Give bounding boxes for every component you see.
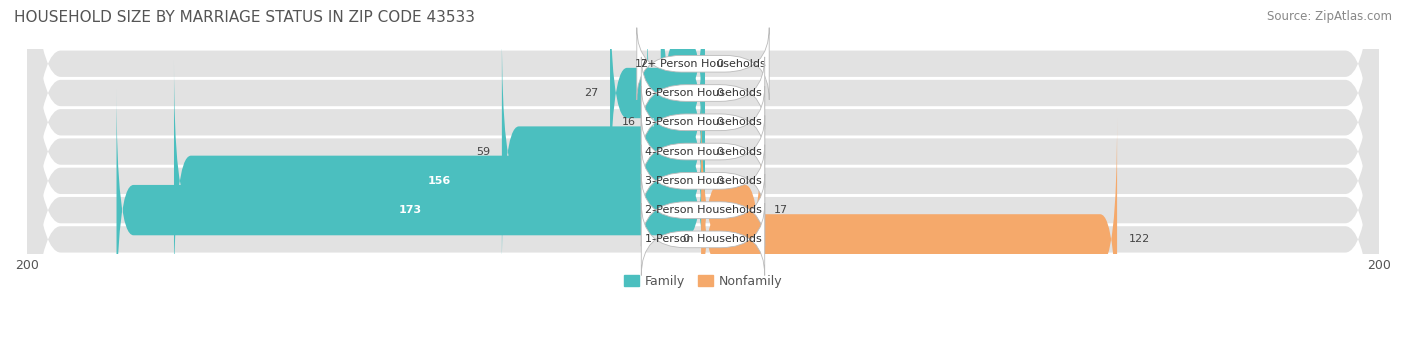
- Text: 6-Person Households: 6-Person Households: [644, 88, 762, 98]
- Text: 59: 59: [475, 147, 491, 157]
- Text: 0: 0: [682, 234, 689, 244]
- Text: 0: 0: [717, 147, 724, 157]
- FancyBboxPatch shape: [117, 89, 704, 331]
- Text: 0: 0: [717, 176, 724, 186]
- Text: 5-Person Households: 5-Person Households: [644, 117, 762, 127]
- Text: 27: 27: [583, 88, 598, 98]
- FancyBboxPatch shape: [27, 0, 1379, 341]
- Text: 3-Person Households: 3-Person Households: [644, 176, 762, 186]
- Text: Source: ZipAtlas.com: Source: ZipAtlas.com: [1267, 10, 1392, 23]
- Text: 0: 0: [717, 88, 724, 98]
- FancyBboxPatch shape: [702, 118, 1118, 341]
- Text: 173: 173: [399, 205, 422, 215]
- Text: 12: 12: [634, 59, 650, 69]
- FancyBboxPatch shape: [27, 0, 1379, 341]
- Legend: Family, Nonfamily: Family, Nonfamily: [619, 270, 787, 293]
- FancyBboxPatch shape: [27, 0, 1379, 341]
- Text: 0: 0: [717, 117, 724, 127]
- Text: 1-Person Households: 1-Person Households: [644, 234, 762, 244]
- FancyBboxPatch shape: [27, 0, 1379, 341]
- FancyBboxPatch shape: [174, 60, 704, 302]
- Text: 7+ Person Households: 7+ Person Households: [640, 59, 766, 69]
- Text: 17: 17: [773, 205, 789, 215]
- Text: 4-Person Households: 4-Person Households: [644, 147, 762, 157]
- Text: 16: 16: [621, 117, 636, 127]
- Text: 0: 0: [717, 59, 724, 69]
- Text: 156: 156: [427, 176, 451, 186]
- FancyBboxPatch shape: [647, 1, 704, 243]
- Text: HOUSEHOLD SIZE BY MARRIAGE STATUS IN ZIP CODE 43533: HOUSEHOLD SIZE BY MARRIAGE STATUS IN ZIP…: [14, 10, 475, 25]
- FancyBboxPatch shape: [502, 30, 704, 273]
- FancyBboxPatch shape: [702, 89, 762, 331]
- FancyBboxPatch shape: [27, 0, 1379, 341]
- FancyBboxPatch shape: [27, 0, 1379, 341]
- FancyBboxPatch shape: [610, 0, 704, 214]
- FancyBboxPatch shape: [27, 0, 1379, 341]
- FancyBboxPatch shape: [661, 0, 704, 185]
- Text: 122: 122: [1129, 234, 1150, 244]
- Text: 2-Person Households: 2-Person Households: [644, 205, 762, 215]
